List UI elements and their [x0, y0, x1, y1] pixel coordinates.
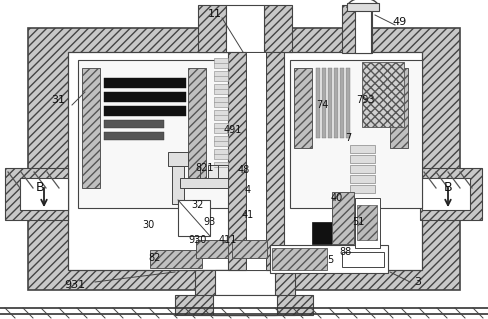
Bar — [207, 165, 227, 187]
Text: 30: 30 — [142, 220, 154, 230]
Text: 49: 49 — [392, 17, 407, 27]
Bar — [214, 123, 227, 133]
Bar — [349, 155, 374, 163]
Bar — [321, 68, 325, 138]
Text: 51: 51 — [351, 217, 364, 227]
Bar — [68, 52, 421, 270]
Bar — [180, 178, 227, 188]
Bar — [225, 5, 264, 52]
Bar — [293, 68, 311, 148]
Bar — [333, 68, 337, 138]
Bar — [104, 106, 185, 116]
Text: 93: 93 — [203, 217, 216, 227]
Bar — [245, 52, 265, 270]
Bar — [214, 162, 227, 172]
Bar — [346, 3, 378, 11]
Bar — [198, 5, 225, 52]
Bar — [214, 110, 227, 120]
Bar — [5, 168, 68, 220]
Bar — [354, 5, 370, 53]
Bar — [104, 132, 163, 140]
Text: 82: 82 — [148, 253, 161, 263]
Text: 930: 930 — [188, 235, 207, 245]
Bar — [311, 222, 331, 244]
Text: 4: 4 — [244, 185, 250, 195]
Bar — [315, 68, 319, 138]
Text: 48: 48 — [237, 165, 250, 175]
Bar — [339, 68, 343, 138]
Bar — [271, 248, 326, 270]
Bar — [104, 78, 185, 88]
Bar — [327, 68, 331, 138]
Bar — [82, 68, 100, 188]
Text: 491: 491 — [224, 125, 242, 135]
Text: 793: 793 — [355, 95, 373, 105]
Bar — [349, 185, 374, 193]
Bar — [104, 120, 163, 128]
Bar — [346, 68, 349, 138]
Bar — [196, 240, 227, 258]
Bar — [419, 168, 481, 220]
Bar — [214, 136, 227, 146]
Text: 40: 40 — [330, 193, 343, 203]
Text: B: B — [36, 182, 44, 195]
Text: 821: 821 — [195, 163, 214, 173]
Bar — [349, 145, 374, 153]
Bar — [150, 250, 202, 268]
Text: 411: 411 — [218, 235, 237, 245]
Bar — [349, 175, 374, 183]
Bar — [28, 28, 459, 290]
Text: 32: 32 — [191, 200, 204, 210]
Bar — [264, 5, 291, 52]
Bar — [187, 68, 205, 188]
Bar — [289, 60, 421, 208]
Bar — [356, 205, 376, 240]
Bar — [354, 198, 379, 248]
Bar — [421, 178, 469, 210]
Bar — [195, 270, 294, 315]
Bar — [214, 84, 227, 94]
Bar — [269, 245, 387, 273]
Bar — [20, 178, 68, 210]
Bar — [341, 252, 383, 267]
Bar — [265, 52, 284, 270]
Bar — [104, 92, 185, 102]
Bar — [172, 166, 183, 204]
Text: 5: 5 — [326, 255, 332, 265]
Bar — [214, 71, 227, 81]
Bar — [231, 240, 266, 258]
Text: 74: 74 — [315, 100, 327, 110]
Text: 31: 31 — [51, 95, 65, 105]
Bar — [389, 68, 407, 148]
Text: 88: 88 — [339, 247, 351, 257]
Bar — [214, 97, 227, 107]
Bar — [178, 200, 209, 236]
Text: 41: 41 — [242, 210, 254, 220]
Bar — [168, 152, 187, 166]
Text: 931: 931 — [64, 280, 85, 290]
Bar — [227, 52, 245, 270]
Bar — [341, 5, 371, 53]
Text: 7: 7 — [344, 133, 350, 143]
Text: B: B — [443, 182, 451, 195]
Bar — [215, 270, 274, 315]
Bar — [361, 62, 403, 127]
Bar — [214, 149, 227, 159]
Bar — [213, 295, 276, 315]
Bar — [331, 192, 353, 244]
Bar — [78, 60, 229, 208]
Bar — [175, 295, 312, 315]
Text: 3: 3 — [414, 277, 421, 287]
Bar — [214, 58, 227, 68]
Text: 11: 11 — [207, 9, 222, 19]
Bar — [349, 165, 374, 173]
